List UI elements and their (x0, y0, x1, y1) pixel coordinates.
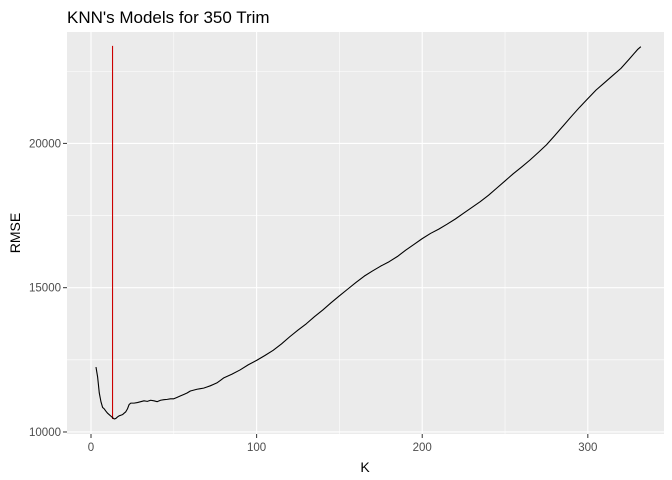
x-tick-label: 0 (88, 442, 94, 454)
grid-major (67, 32, 664, 434)
rmse-line (95, 46, 642, 420)
x-tick-label: 300 (578, 442, 597, 454)
x-axis: 0 100 200 300 (88, 434, 597, 454)
y-axis: 10000 15000 20000 (29, 138, 67, 439)
x-tick-label: 100 (247, 442, 266, 454)
plot-panel (67, 32, 664, 434)
x-tick-label: 200 (413, 442, 432, 454)
y-tick-label: 15000 (29, 283, 61, 295)
y-tick-label: 10000 (29, 427, 61, 439)
y-tick-label: 20000 (29, 138, 61, 150)
y-axis-title: RMSE (7, 213, 23, 253)
grid-minor (67, 32, 664, 434)
x-axis-title: K (360, 459, 370, 475)
chart-title: KNN's Models for 350 Trim (67, 8, 270, 27)
